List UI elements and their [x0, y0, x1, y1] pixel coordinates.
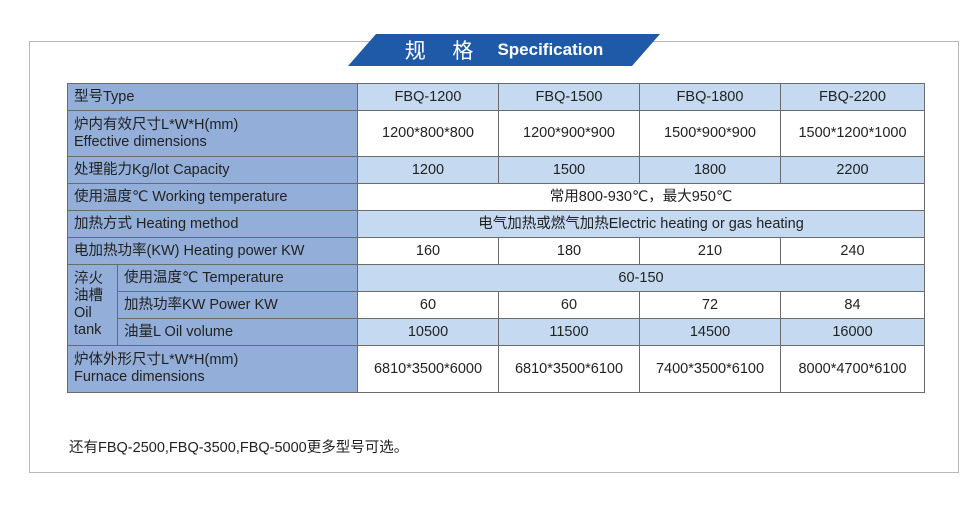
capacity-cell: 2200 [780, 156, 925, 184]
effective-cell: 1500*900*900 [639, 110, 781, 157]
furnace-cell: 8000*4700*6100 [780, 345, 925, 393]
heating-power-cell: 180 [498, 237, 640, 265]
table-row-heating-method: 加热方式 Heating method 电气加热或燃气加热Electric he… [67, 210, 925, 238]
model-cell: FBQ-2200 [780, 83, 925, 111]
oil-power-cell: 84 [780, 291, 925, 319]
oil-power-cell: 60 [498, 291, 640, 319]
banner-title-cn: 规 格 [404, 39, 484, 63]
table-row-effective: 炉内有效尺寸L*W*H(mm) Effective dimensions 120… [67, 110, 925, 157]
working-temp-value: 常用800-930℃，最大950℃ [357, 183, 925, 211]
table-row-furnace: 炉体外形尺寸L*W*H(mm) Furnace dimensions 6810*… [67, 345, 925, 393]
type-label: 型号Type [67, 83, 358, 111]
table-row-type: 型号Type FBQ-1200 FBQ-1500 FBQ-1800 FBQ-22… [67, 83, 925, 111]
table-row-oil-volume: 油量L Oil volume 10500 11500 14500 16000 [68, 318, 925, 346]
banner-shape [348, 34, 660, 66]
model-cell: FBQ-1500 [498, 83, 640, 111]
heating-power-cell: 240 [780, 237, 925, 265]
banner-title-en: Specification [497, 40, 604, 59]
heating-power-label: 电加热功率(KW) Heating power KW [67, 237, 358, 265]
effective-label-cn: 炉内有效尺寸L*W*H(mm) [74, 116, 239, 133]
heating-power-cell: 210 [639, 237, 781, 265]
oil-volume-label: 油量L Oil volume [117, 318, 358, 346]
capacity-cell: 1800 [639, 156, 781, 184]
model-cell: FBQ-1200 [357, 83, 499, 111]
oil-power-cell: 60 [357, 291, 499, 319]
furnace-cell: 6810*3500*6100 [498, 345, 640, 393]
furnace-cell: 7400*3500*6100 [639, 345, 781, 393]
effective-cell: 1200*800*800 [357, 110, 499, 157]
oil-tank-label-line: Oil [74, 305, 92, 321]
spec-table: 型号Type FBQ-1200 FBQ-1500 FBQ-1800 FBQ-22… [67, 83, 925, 393]
oil-volume-cell: 14500 [639, 318, 781, 346]
capacity-label: 处理能力Kg/lot Capacity [67, 156, 358, 184]
oil-volume-cell: 16000 [780, 318, 925, 346]
effective-label-en: Effective dimensions [74, 133, 207, 150]
oil-tank-label-line: 淬火 [74, 271, 103, 287]
working-temp-label: 使用温度℃ Working temperature [67, 183, 358, 211]
furnace-label-en: Furnace dimensions [74, 369, 205, 385]
table-row-working-temp: 使用温度℃ Working temperature 常用800-930℃，最大9… [67, 183, 925, 211]
oil-temp-label: 使用温度℃ Temperature [117, 264, 358, 292]
effective-cell: 1200*900*900 [498, 110, 640, 157]
capacity-cell: 1200 [357, 156, 499, 184]
spec-banner: 规 格 Specification [348, 34, 660, 66]
capacity-cell: 1500 [498, 156, 640, 184]
oil-volume-cell: 10500 [357, 318, 499, 346]
oil-tank-label-line: 油槽 [74, 288, 103, 304]
oil-tank-label: 淬火 油槽 Oil tank [67, 264, 118, 346]
heating-method-label: 加热方式 Heating method [67, 210, 358, 238]
furnace-label: 炉体外形尺寸L*W*H(mm) Furnace dimensions [67, 345, 358, 393]
footnote: 还有FBQ-2500,FBQ-3500,FBQ-5000更多型号可选。 [69, 440, 409, 456]
effective-label: 炉内有效尺寸L*W*H(mm) Effective dimensions [67, 110, 358, 157]
effective-cell: 1500*1200*1000 [780, 110, 925, 157]
table-row-heating-power: 电加热功率(KW) Heating power KW 160 180 210 2… [67, 237, 925, 265]
oil-power-cell: 72 [639, 291, 781, 319]
oil-volume-cell: 11500 [498, 318, 640, 346]
heating-method-value: 电气加热或燃气加热Electric heating or gas heating [357, 210, 925, 238]
furnace-cell: 6810*3500*6000 [357, 345, 499, 393]
oil-power-label: 加热功率KW Power KW [117, 291, 358, 319]
table-row-oil-power: 加热功率KW Power KW 60 60 72 84 [68, 291, 925, 319]
oil-tank-label-line: tank [74, 322, 102, 338]
model-cell: FBQ-1800 [639, 83, 781, 111]
oil-temp-value: 60-150 [357, 264, 925, 292]
furnace-label-cn: 炉体外形尺寸L*W*H(mm) [74, 352, 239, 368]
heating-power-cell: 160 [357, 237, 499, 265]
table-row-capacity: 处理能力Kg/lot Capacity 1200 1500 1800 2200 [67, 156, 925, 184]
table-row-oil-temp: 淬火 油槽 Oil tank 使用温度℃ Temperature 60-150 [67, 264, 925, 346]
